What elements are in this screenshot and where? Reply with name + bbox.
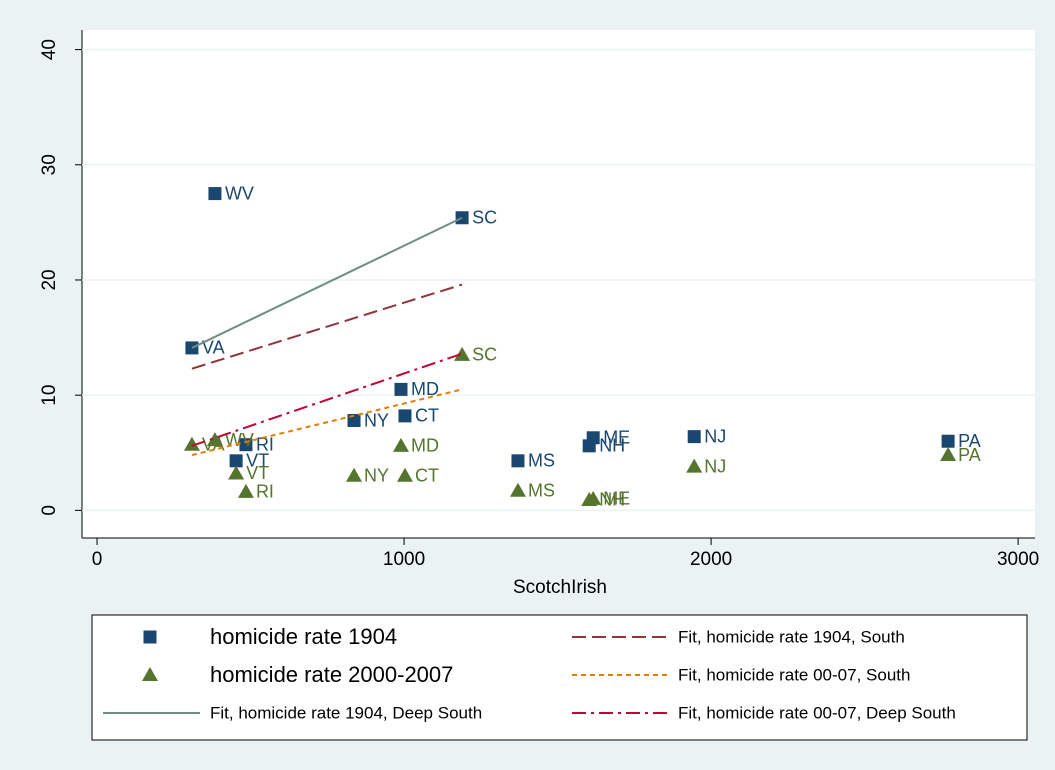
legend-label: homicide rate 1904	[210, 624, 397, 649]
point	[208, 187, 222, 201]
y-tick-label: 20	[39, 269, 60, 290]
point-label: NJ	[704, 456, 726, 476]
y-tick-label: 10	[39, 385, 60, 406]
point-label: NH	[599, 490, 625, 510]
point	[394, 382, 408, 396]
fit-line	[191, 352, 463, 447]
point-label: RI	[256, 434, 274, 454]
plot-area	[82, 30, 1035, 538]
point-label: PA	[958, 431, 981, 451]
fit-line	[191, 388, 463, 457]
point	[509, 482, 526, 497]
point-label: VT	[246, 451, 269, 471]
point-label: MD	[411, 379, 439, 399]
x-tick-label: 2000	[690, 549, 732, 570]
point-label: RI	[256, 482, 274, 502]
legend-label: Fit, homicide rate 00-07, South	[678, 665, 910, 684]
point	[581, 491, 598, 506]
point	[582, 439, 596, 453]
x-axis-label: ScotchIrish	[513, 577, 607, 598]
point	[454, 346, 471, 361]
legend-marker	[142, 667, 158, 681]
point-label: WV	[225, 430, 254, 450]
y-tick-label: 40	[39, 39, 60, 60]
x-tick-label: 3000	[997, 549, 1039, 570]
point-label: MS	[528, 451, 555, 471]
point-label: ME	[603, 428, 630, 448]
legend-label: Fit, homicide rate 00-07, Deep South	[678, 703, 956, 722]
x-tick-label: 0	[92, 549, 103, 570]
legend-label: Fit, homicide rate 1904, Deep South	[210, 703, 482, 722]
point-label: WV	[225, 183, 254, 203]
point-label: NY	[364, 466, 389, 486]
point	[183, 436, 200, 451]
point-label: VT	[246, 463, 269, 483]
point-label: ME	[603, 489, 630, 509]
point-label: VA	[202, 338, 225, 358]
legend-marker	[143, 630, 157, 644]
point	[229, 454, 243, 468]
y-tick-label: 0	[39, 505, 60, 516]
point	[941, 434, 955, 448]
point-label: MD	[411, 436, 439, 456]
point-label: CT	[415, 406, 439, 426]
point	[392, 437, 409, 452]
point-label: NY	[364, 410, 389, 430]
y-tick-label: 30	[39, 154, 60, 175]
point-label: NH	[599, 436, 625, 456]
point	[228, 465, 245, 480]
legend-label: Fit, homicide rate 1904, South	[678, 627, 905, 646]
point	[206, 432, 223, 447]
point	[396, 467, 413, 482]
fit-line	[191, 216, 463, 349]
point-label: CT	[415, 466, 439, 486]
point	[237, 483, 254, 498]
legend-label: homicide rate 2000-2007	[210, 662, 453, 687]
legend	[91, 614, 1028, 741]
point-label: NJ	[704, 426, 726, 446]
point-label: SC	[472, 208, 497, 228]
point-label: MS	[528, 481, 555, 501]
point	[687, 430, 701, 444]
point	[511, 454, 525, 468]
point	[940, 447, 957, 462]
point	[346, 467, 363, 482]
fit-line	[191, 283, 463, 370]
point-label: SC	[472, 345, 497, 365]
x-tick-label: 1000	[383, 549, 425, 570]
point-label: PA	[958, 445, 981, 465]
point	[686, 458, 703, 473]
point	[398, 409, 412, 423]
